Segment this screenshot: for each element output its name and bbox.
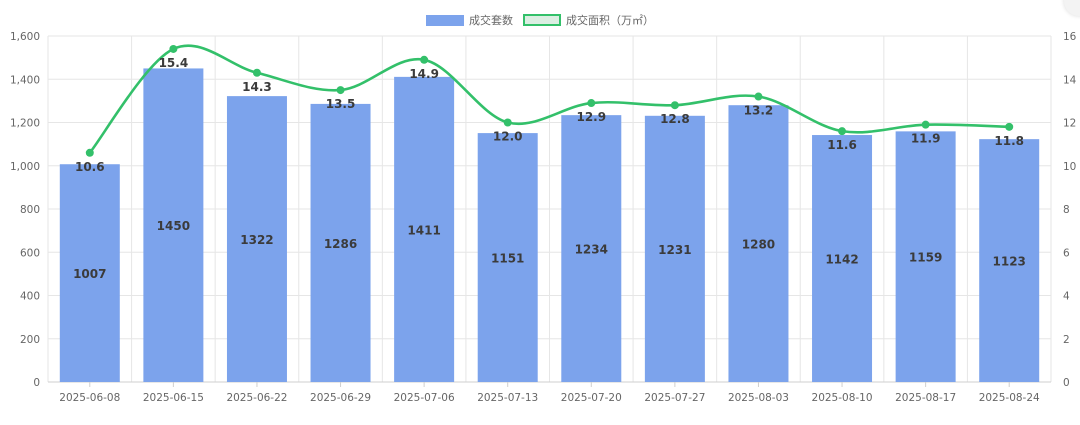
line-value-label: 14.9 xyxy=(409,67,439,81)
line-value-label: 12.8 xyxy=(660,112,690,126)
y-left-tick-label: 1,400 xyxy=(10,74,40,86)
bar-value-label: 1159 xyxy=(909,251,942,265)
x-tick-label: 2025-07-13 xyxy=(477,392,538,404)
bar-value-label: 1411 xyxy=(407,223,440,237)
line-value-label: 11.9 xyxy=(911,132,941,146)
x-tick-label: 2025-07-20 xyxy=(561,392,622,404)
bar xyxy=(895,131,956,382)
y-right-tick-label: 0 xyxy=(1063,377,1070,389)
y-right-tick-label: 6 xyxy=(1063,247,1070,259)
line-value-label: 15.4 xyxy=(159,56,189,70)
line-value-label: 10.6 xyxy=(75,160,105,174)
line-point xyxy=(503,118,512,127)
bar xyxy=(979,139,1040,382)
line-point xyxy=(1005,122,1014,131)
legend-bar-label: 成交套数 xyxy=(469,14,513,27)
y-left-tick-label: 600 xyxy=(20,247,40,259)
x-tick-label: 2025-07-06 xyxy=(394,392,455,404)
y-left-tick-label: 1,000 xyxy=(10,161,40,173)
bar xyxy=(143,68,204,382)
x-tick-label: 2025-08-03 xyxy=(728,392,789,404)
line-point xyxy=(670,101,679,110)
bar xyxy=(310,103,371,382)
bar-value-label: 1142 xyxy=(825,253,858,267)
y-right-tick-label: 2 xyxy=(1063,334,1070,346)
line-value-label: 14.3 xyxy=(242,80,272,94)
legend-item-bar-series[interactable]: 成交套数 xyxy=(426,12,513,28)
x-tick-label: 2025-06-22 xyxy=(226,392,287,404)
line-point xyxy=(252,68,261,77)
line-point xyxy=(921,120,930,129)
x-tick-label: 2025-08-17 xyxy=(895,392,956,404)
line-point xyxy=(336,86,345,95)
y-right-tick-label: 8 xyxy=(1063,204,1070,216)
bar xyxy=(644,115,705,382)
legend-bar-swatch xyxy=(426,14,464,26)
bar-value-label: 1231 xyxy=(658,243,691,257)
y-left-tick-label: 400 xyxy=(20,291,40,303)
corner-button-icon[interactable] xyxy=(1064,0,1080,16)
bar-value-label: 1234 xyxy=(575,243,608,257)
bar-value-label: 1123 xyxy=(993,255,1026,269)
bar xyxy=(728,105,789,382)
x-tick-label: 2025-06-08 xyxy=(59,392,120,404)
bar xyxy=(477,133,538,382)
x-tick-label: 2025-07-27 xyxy=(644,392,705,404)
bar-value-label: 1280 xyxy=(742,238,775,252)
bar xyxy=(561,115,622,383)
legend-item-line-series[interactable]: 成交面积（万㎡） xyxy=(523,12,654,28)
line-value-label: 12.9 xyxy=(576,110,606,124)
line-value-label: 11.8 xyxy=(994,134,1024,148)
bar-value-label: 1450 xyxy=(157,219,190,233)
y-right-tick-label: 12 xyxy=(1063,118,1076,130)
line-point xyxy=(420,55,429,64)
legend-line-label: 成交面积（万㎡） xyxy=(566,14,654,27)
line-point xyxy=(754,92,763,101)
y-right-tick-label: 10 xyxy=(1063,161,1076,173)
line-point xyxy=(587,99,596,108)
y-right-tick-label: 4 xyxy=(1063,291,1070,303)
y-right-tick-label: 16 xyxy=(1063,31,1077,43)
bar xyxy=(226,96,287,383)
legend-line-swatch xyxy=(523,14,561,26)
x-tick-label: 2025-06-29 xyxy=(310,392,371,404)
line-point xyxy=(838,127,847,136)
x-tick-label: 2025-08-10 xyxy=(812,392,873,404)
bar-value-label: 1286 xyxy=(324,237,357,251)
x-tick-label: 2025-06-15 xyxy=(143,392,204,404)
x-tick-label: 2025-08-24 xyxy=(979,392,1040,404)
bar xyxy=(812,135,873,382)
line-point xyxy=(169,44,178,53)
y-left-tick-label: 1,200 xyxy=(10,118,40,130)
y-left-tick-label: 1,600 xyxy=(10,31,40,43)
y-left-tick-label: 200 xyxy=(20,334,40,346)
y-left-tick-label: 800 xyxy=(20,204,40,216)
bar-value-label: 1151 xyxy=(491,252,524,266)
y-left-tick-label: 0 xyxy=(33,377,40,389)
bar-value-label: 1322 xyxy=(240,233,273,247)
bar xyxy=(59,164,120,382)
line-value-label: 12.0 xyxy=(493,130,523,144)
line-value-label: 13.2 xyxy=(744,104,774,118)
y-right-tick-label: 14 xyxy=(1063,74,1077,86)
bar-value-label: 1007 xyxy=(73,267,106,281)
line-value-label: 11.6 xyxy=(827,138,857,152)
legend: 成交套数 成交面积（万㎡） xyxy=(0,12,1080,28)
bar xyxy=(394,76,455,382)
line-value-label: 13.5 xyxy=(326,97,356,111)
line-point xyxy=(85,148,94,157)
